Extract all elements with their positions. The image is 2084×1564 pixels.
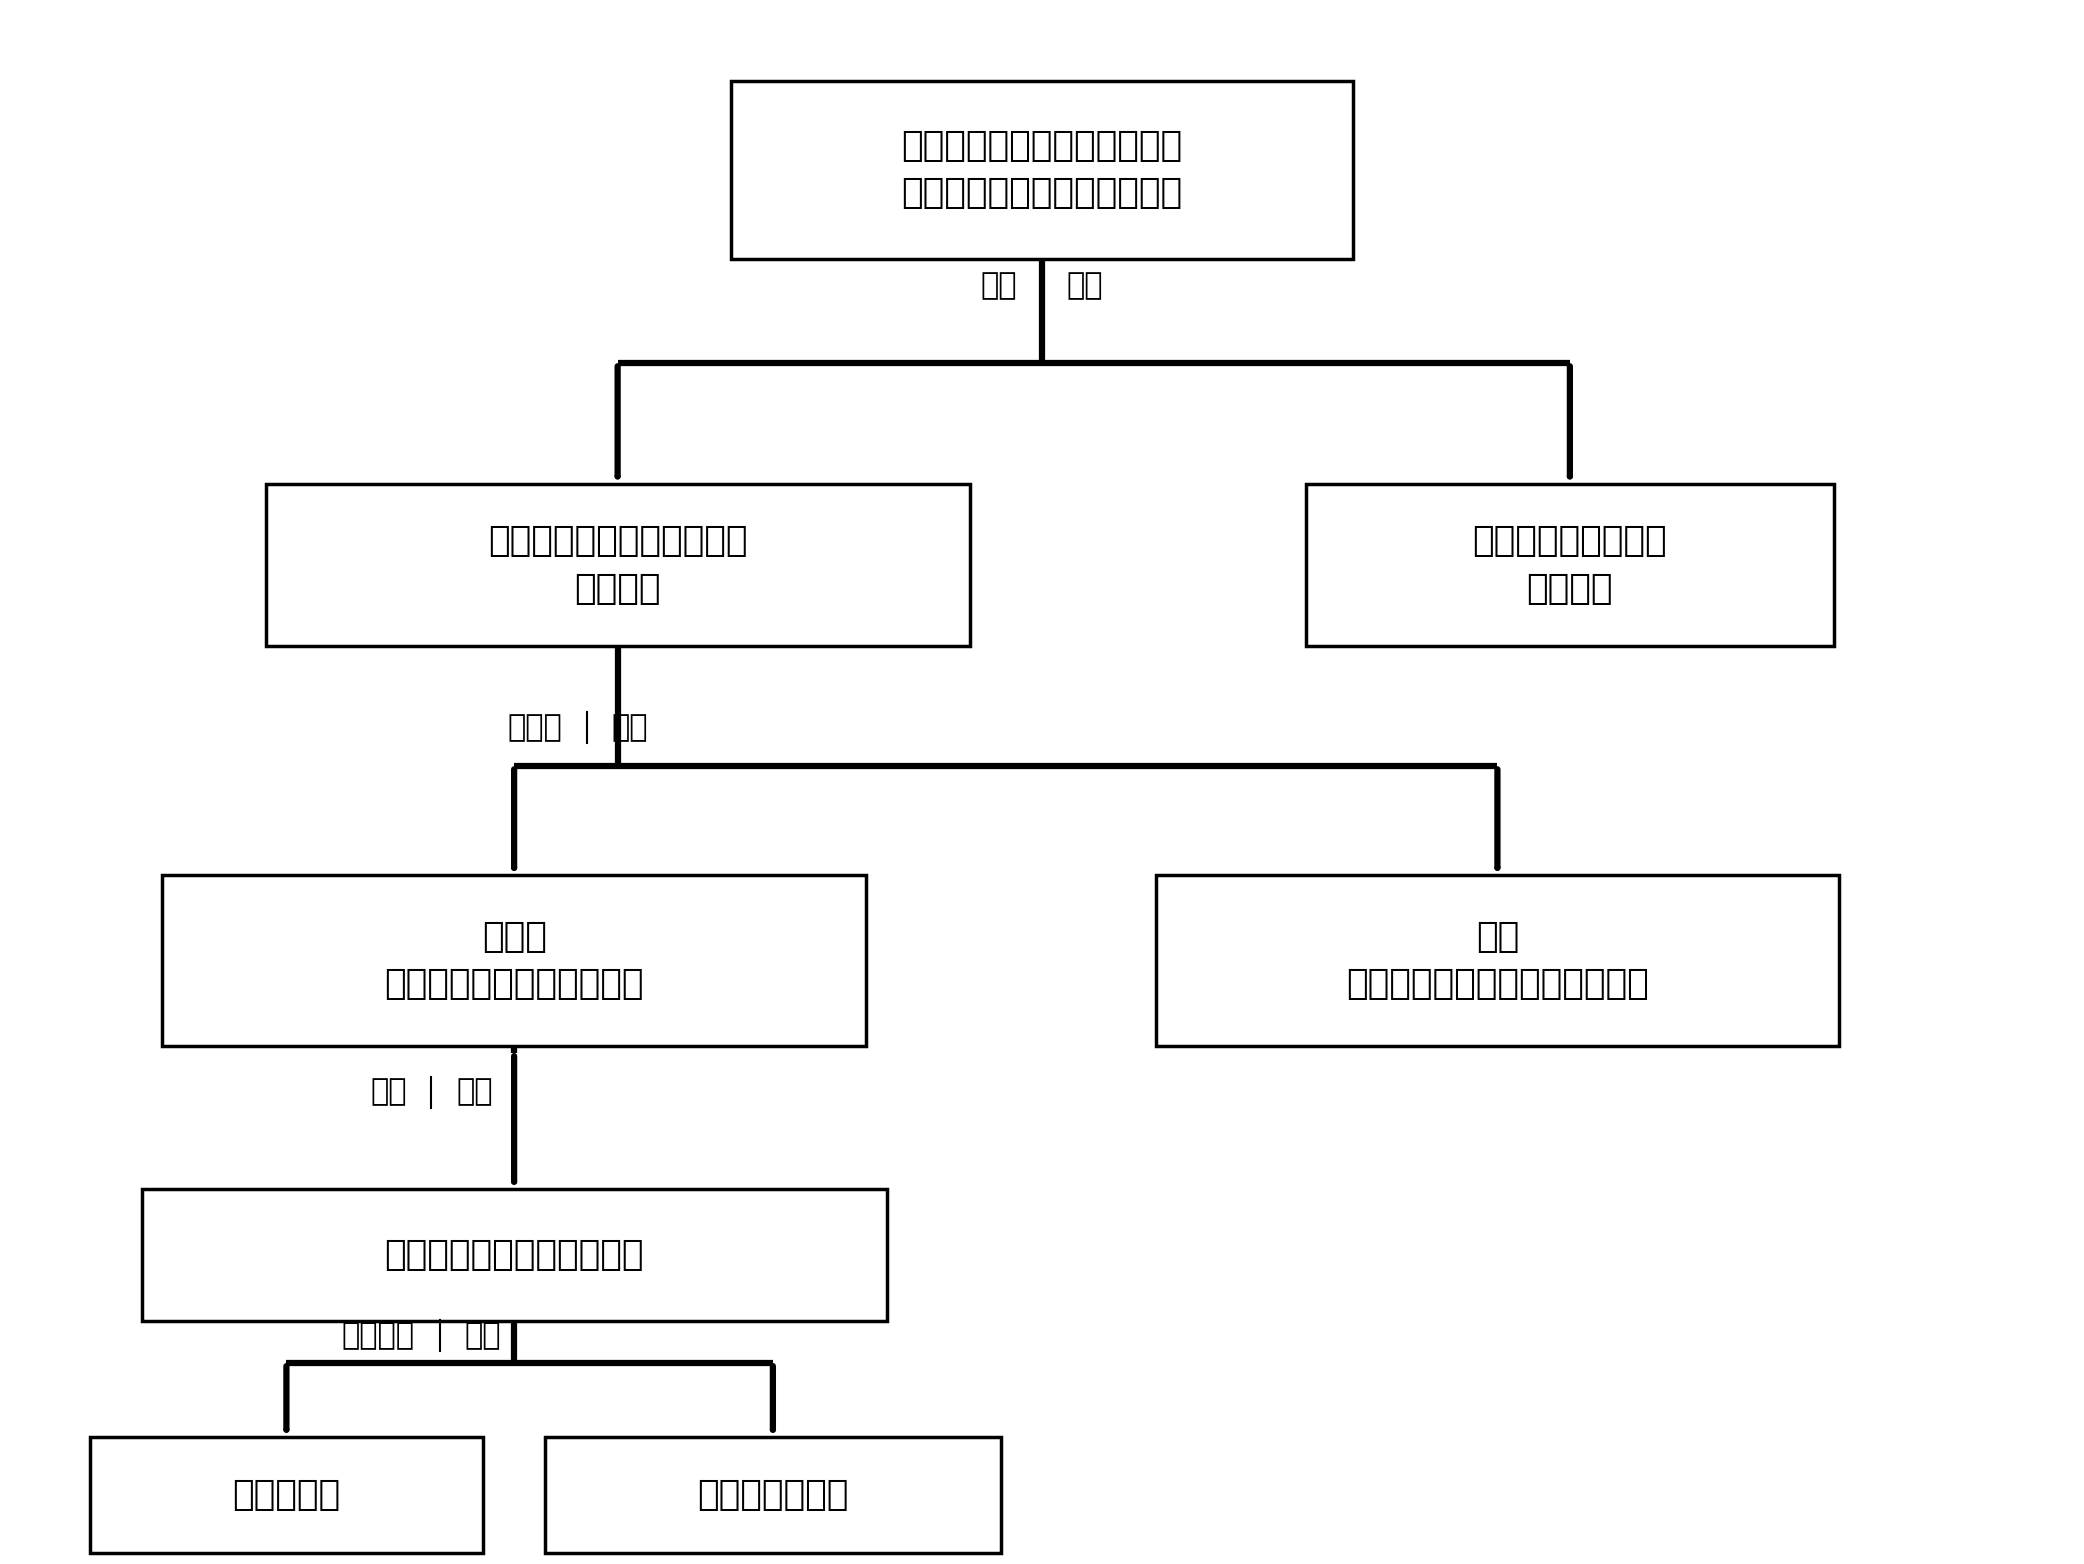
Text: 氢气
（含少量的氯化氢、四氯化硅）: 氢气 （含少量的氯化氢、四氯化硅） <box>1346 920 1648 1001</box>
FancyBboxPatch shape <box>163 874 867 1045</box>
Text: 控制压力: 控制压力 <box>342 1322 415 1350</box>
Text: 尾气（氢气、氯化氢、二氯二
氢硅、三氯氢硅、四氯化硅）: 尾气（氢气、氯化氢、二氯二 氢硅、三氯氢硅、四氯化硅） <box>902 128 1182 211</box>
FancyBboxPatch shape <box>90 1437 483 1553</box>
Text: 液态二氯二氢硅: 液态二氯二氢硅 <box>698 1478 848 1512</box>
Text: 升温: 升温 <box>371 1078 406 1106</box>
Text: 加压: 加压 <box>982 272 1017 300</box>
Text: 吸收剂
（含氯化氢、二氯二氢硅）: 吸收剂 （含氯化氢、二氯二氢硅） <box>383 920 644 1001</box>
Text: 温度: 温度 <box>465 1322 500 1350</box>
Text: 氢气、氯化氢、二氯二氢硅
（气态）: 氢气、氯化氢、二氯二氢硅 （气态） <box>488 524 748 605</box>
FancyBboxPatch shape <box>265 483 969 646</box>
Text: 吸收剂: 吸收剂 <box>506 713 563 743</box>
FancyBboxPatch shape <box>142 1189 886 1320</box>
Text: 三氯氢硅、四氯化硅
（液态）: 三氯氢硅、四氯化硅 （液态） <box>1473 524 1667 605</box>
FancyBboxPatch shape <box>1157 874 1838 1045</box>
Text: 冷却: 冷却 <box>1067 272 1102 300</box>
Text: 吸收: 吸收 <box>611 713 648 743</box>
FancyBboxPatch shape <box>1307 483 1834 646</box>
Text: 加压: 加压 <box>456 1078 492 1106</box>
FancyBboxPatch shape <box>731 81 1353 258</box>
FancyBboxPatch shape <box>546 1437 1000 1553</box>
Text: 气态氯化氢: 气态氯化氢 <box>231 1478 340 1512</box>
Text: 气态的氯化氢、二氯二氢硅: 气态的氯化氢、二氯二氢硅 <box>383 1237 644 1272</box>
